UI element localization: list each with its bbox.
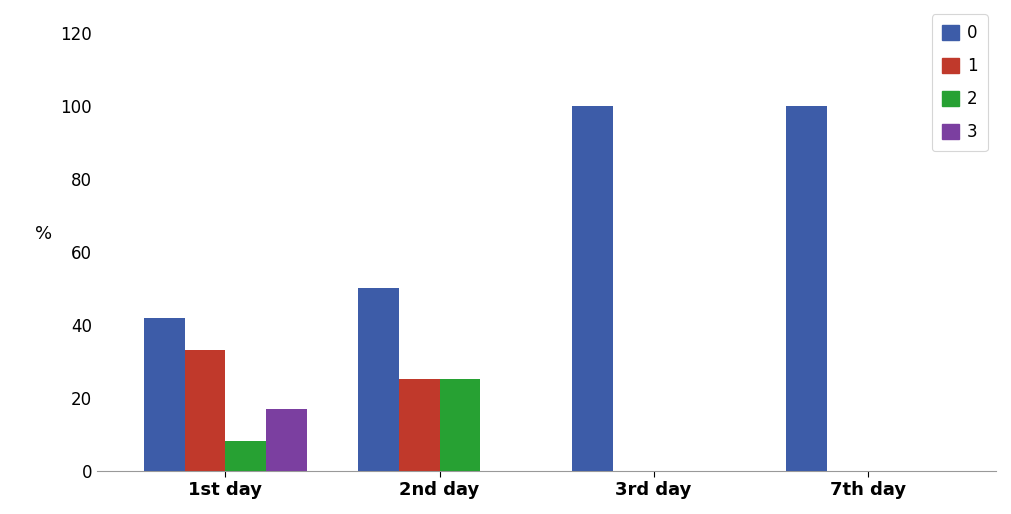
Legend: 0, 1, 2, 3: 0, 1, 2, 3 — [932, 14, 988, 151]
Bar — [266, 409, 306, 471]
Bar — [185, 351, 225, 471]
Bar — [225, 442, 266, 471]
Bar — [145, 318, 185, 471]
Bar — [399, 379, 440, 471]
Y-axis label: %: % — [35, 225, 53, 243]
Bar — [572, 106, 613, 471]
Bar — [787, 106, 827, 471]
Bar — [440, 379, 480, 471]
Bar — [358, 288, 399, 471]
